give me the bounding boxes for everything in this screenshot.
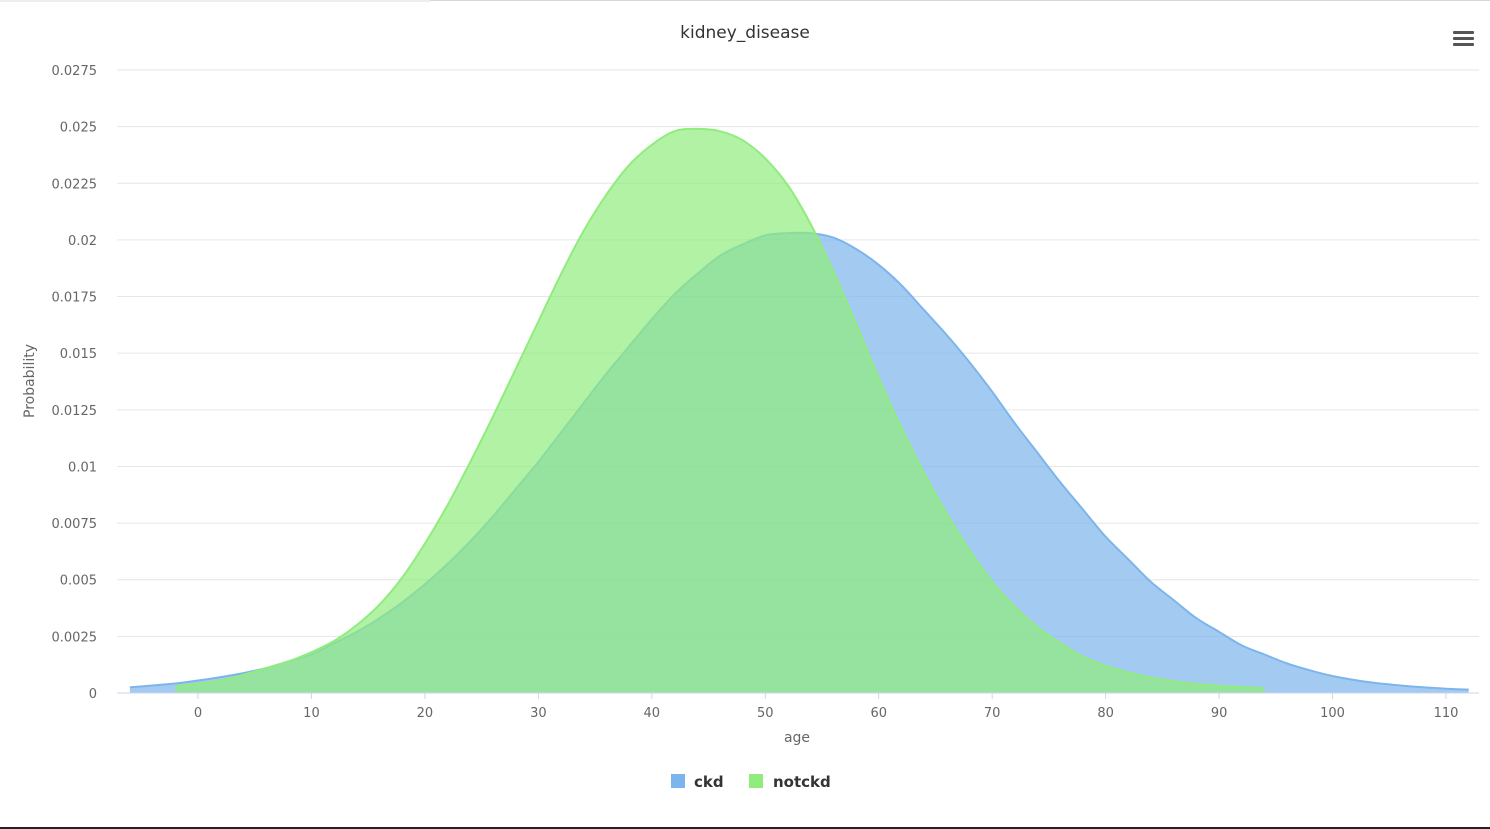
x-tick-label: 80 bbox=[1097, 706, 1114, 721]
top-border bbox=[0, 0, 1490, 1]
y-tick-label: 0.025 bbox=[60, 121, 97, 136]
menu-bar-icon bbox=[1453, 43, 1474, 46]
x-tick-layer: 0 10 20 30 40 50 60 70 80 90 100 110 bbox=[194, 693, 1459, 721]
y-tick-label: 0.0075 bbox=[52, 517, 98, 532]
x-tick-label: 50 bbox=[757, 706, 774, 721]
y-tick-label: 0.0025 bbox=[52, 630, 98, 645]
y-tick-label: 0.0275 bbox=[52, 64, 98, 79]
chart-title: kidney_disease bbox=[680, 23, 810, 43]
y-tick-layer: 0 0.0025 0.005 0.0075 0.01 0.0125 0.015 0.0175 0… bbox=[52, 64, 98, 702]
y-tick-label: 0.0125 bbox=[52, 404, 98, 419]
x-tick-label: 70 bbox=[984, 706, 1001, 721]
series-line-notckd[interactable] bbox=[175, 127, 1265, 689]
x-tick-label: 60 bbox=[870, 706, 887, 721]
series-layer bbox=[129, 127, 1469, 693]
x-axis-title: age bbox=[784, 730, 810, 746]
y-tick-label: 0.02 bbox=[68, 234, 97, 249]
x-tick-label: 90 bbox=[1211, 706, 1228, 721]
legend-label: notckd bbox=[773, 773, 831, 791]
bottom-border bbox=[0, 827, 1490, 829]
menu-bar-icon bbox=[1453, 37, 1474, 40]
x-tick-label: 40 bbox=[644, 706, 661, 721]
y-tick-label: 0.01 bbox=[68, 460, 97, 475]
y-axis-title: Probability bbox=[22, 344, 38, 418]
y-tick-label: 0.005 bbox=[60, 574, 97, 589]
chart-menu-button[interactable] bbox=[1452, 28, 1476, 50]
legend-swatch bbox=[749, 774, 763, 788]
y-tick-label: 0.0175 bbox=[52, 291, 98, 306]
y-tick-label: 0.0225 bbox=[52, 177, 98, 192]
x-tick-label: 100 bbox=[1320, 706, 1345, 721]
x-tick-label: 0 bbox=[194, 706, 202, 721]
y-tick-label: 0.015 bbox=[60, 347, 97, 362]
legend-label: ckd bbox=[694, 773, 724, 791]
series-area-notckd[interactable] bbox=[175, 128, 1265, 693]
legend-swatch bbox=[671, 774, 685, 788]
legend-item-notckd[interactable]: notckd bbox=[749, 773, 831, 791]
menu-bar-icon bbox=[1453, 31, 1474, 34]
x-tick-label: 110 bbox=[1434, 706, 1459, 721]
x-tick-label: 20 bbox=[417, 706, 434, 721]
y-tick-label: 0 bbox=[89, 687, 97, 702]
series-notckd bbox=[175, 127, 1265, 693]
top-border-highlight bbox=[0, 0, 430, 2]
legend: ckd notckd bbox=[671, 773, 831, 791]
x-tick-label: 10 bbox=[303, 706, 320, 721]
legend-item-ckd[interactable]: ckd bbox=[671, 773, 724, 791]
x-tick-label: 30 bbox=[530, 706, 547, 721]
